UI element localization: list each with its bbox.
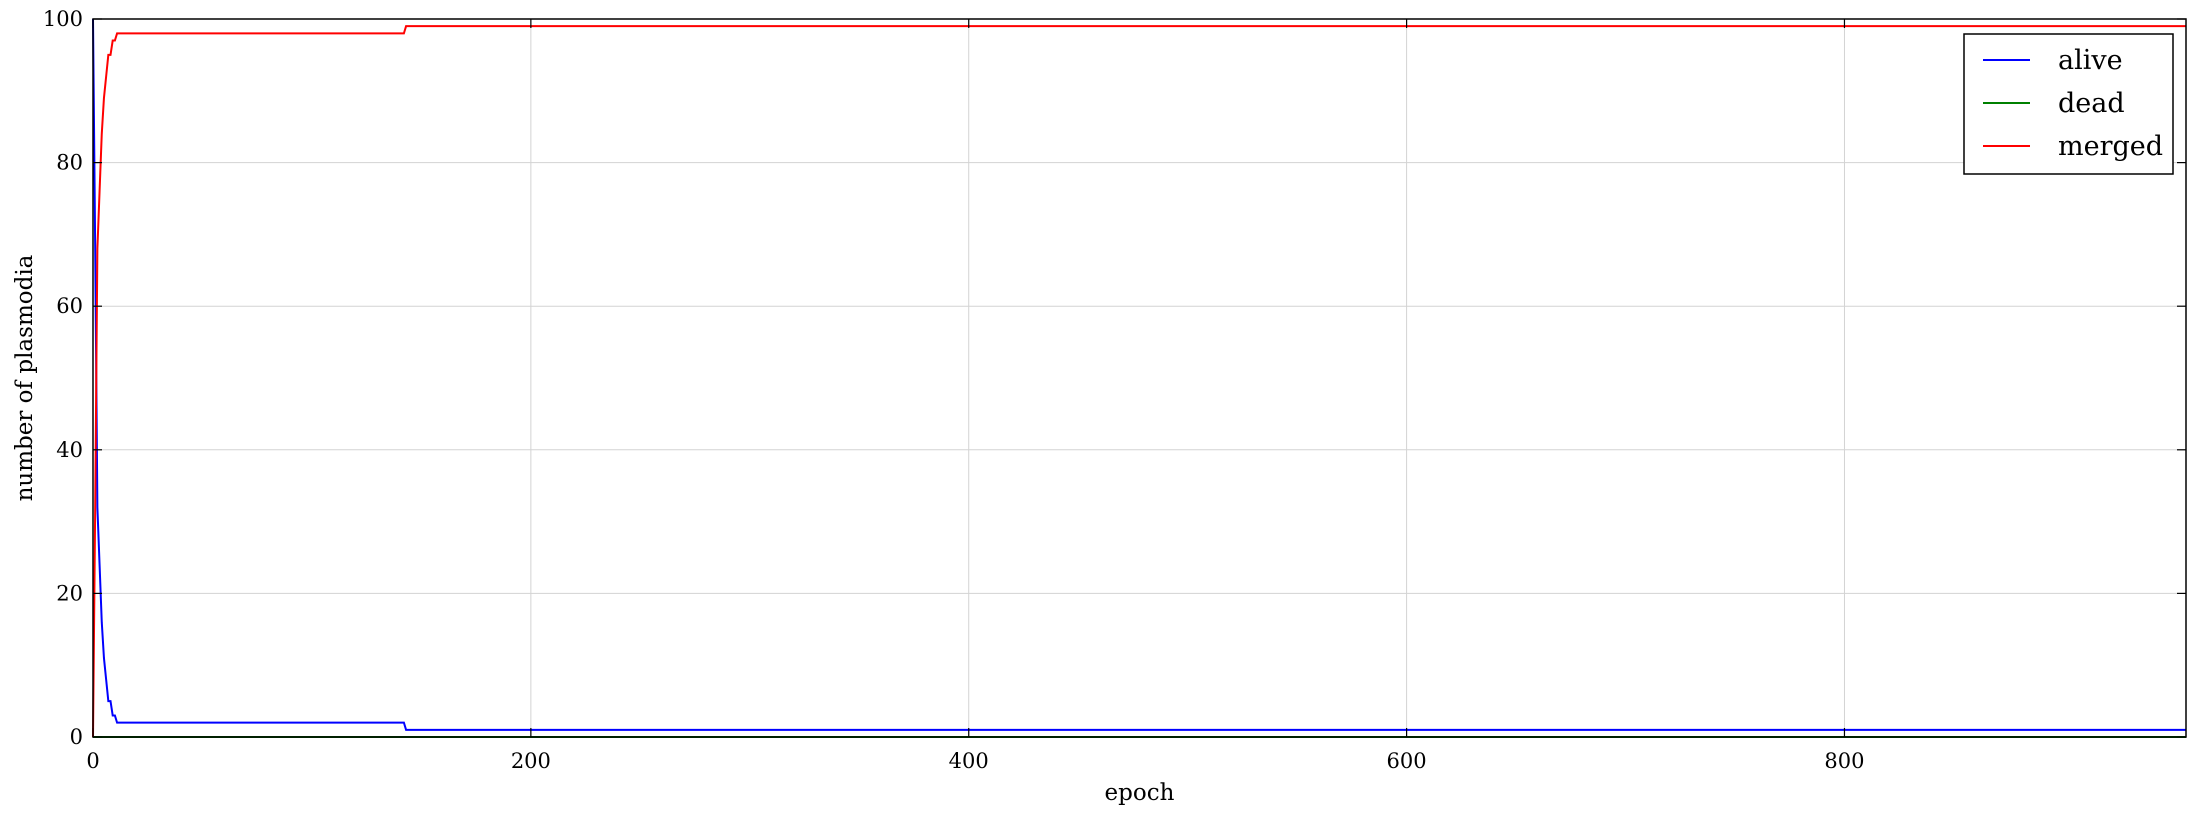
x-tick-label: 600 — [1387, 749, 1427, 773]
x-tick-label: 400 — [949, 749, 989, 773]
legend-label-merged: merged — [2058, 131, 2163, 162]
y-tick-label: 0 — [70, 725, 83, 749]
legend-entry-merged: merged — [1983, 131, 2163, 162]
y-tick-label: 80 — [56, 151, 83, 175]
series-line-alive — [92, 18, 2186, 731]
axis-ticks: 0 200 400 600 800 0 20 40 60 80 100 — [43, 7, 2186, 773]
y-tick-label: 100 — [43, 7, 83, 31]
y-axis-label: number of plasmodia — [12, 254, 38, 501]
plot-frame — [92, 18, 2187, 738]
y-tick-label: 60 — [56, 294, 83, 318]
grid-lines — [93, 19, 2186, 737]
x-axis-label: epoch — [1105, 780, 1175, 806]
series-line-merged — [92, 25, 2186, 738]
legend-label-dead: dead — [2058, 88, 2125, 119]
legend-label-alive: alive — [2058, 45, 2123, 76]
x-tick-label: 0 — [86, 749, 99, 773]
legend-entry-dead: dead — [1983, 88, 2125, 119]
y-tick-label: 20 — [56, 581, 83, 605]
legend-entry-alive: alive — [1983, 45, 2123, 76]
x-tick-label: 200 — [511, 749, 551, 773]
x-tick-label: 800 — [1824, 749, 1864, 773]
y-tick-label: 40 — [56, 438, 83, 462]
legend: alive dead merged — [1963, 33, 2174, 175]
